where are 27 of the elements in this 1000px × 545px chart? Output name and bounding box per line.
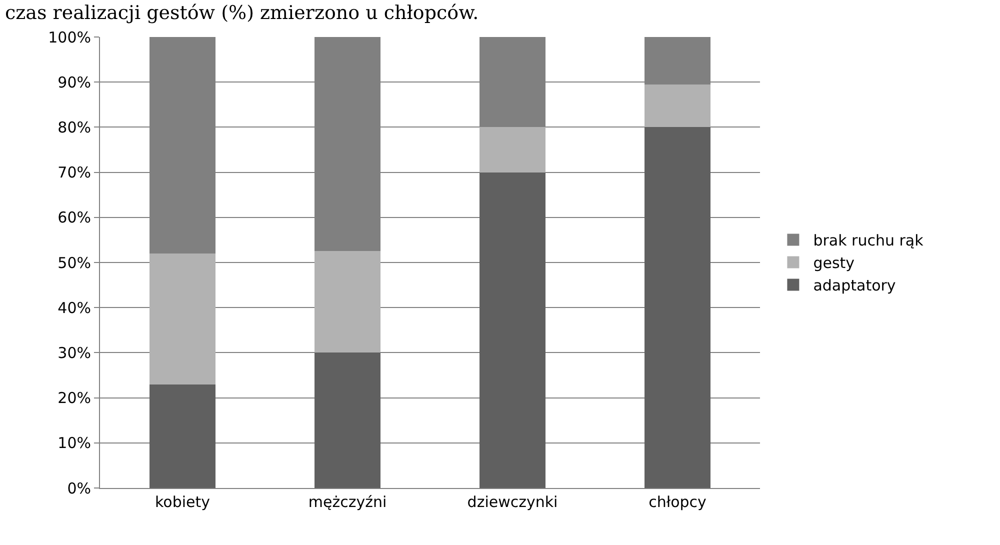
x-tick-label: mężczyźni xyxy=(308,493,387,511)
bar xyxy=(480,127,546,172)
y-tick-label: 50% xyxy=(58,254,91,272)
legend-label: brak ruchu rąk xyxy=(813,232,924,250)
bar xyxy=(150,384,216,488)
y-tick-label: 60% xyxy=(58,208,91,227)
x-tick-label: kobiety xyxy=(154,493,210,511)
bar xyxy=(314,352,380,488)
y-tick-label: 40% xyxy=(58,298,91,317)
chart-title: czas realizacji gestów (%) zmierzono u chłopców. xyxy=(5,2,479,24)
legend-label: gesty xyxy=(813,254,855,272)
y-tick-label: 0% xyxy=(67,479,91,498)
bar xyxy=(480,172,546,488)
y-tick-label: 20% xyxy=(58,389,91,408)
y-tick-label: 70% xyxy=(58,164,91,182)
x-tick-label: chłopcy xyxy=(648,493,707,511)
bar xyxy=(314,251,380,353)
y-tick-label: 100% xyxy=(48,28,91,46)
bar xyxy=(150,253,216,384)
y-tick-label: 30% xyxy=(58,344,91,362)
bar xyxy=(644,84,710,128)
legend-label: adaptatory xyxy=(813,276,896,295)
x-tick-label: dziewczynki xyxy=(467,493,558,511)
y-tick-label: 80% xyxy=(58,118,91,136)
y-tick-label: 10% xyxy=(58,434,91,452)
y-tick-label: 90% xyxy=(58,73,91,92)
bar xyxy=(644,127,710,488)
